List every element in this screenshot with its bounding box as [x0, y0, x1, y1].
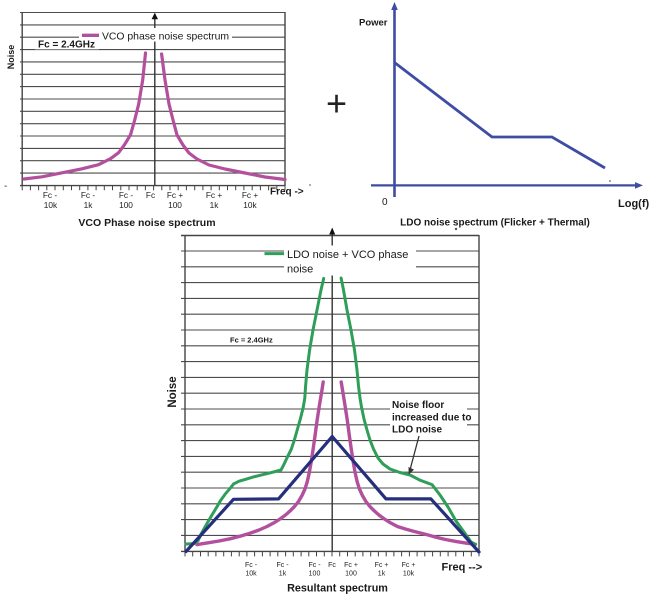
- svg-text:Fc = 2.4GHz: Fc = 2.4GHz: [230, 336, 273, 345]
- svg-text:10k: 10k: [403, 571, 415, 578]
- svg-text:Fc +: Fc +: [242, 190, 259, 200]
- svg-text:1k: 1k: [84, 200, 94, 210]
- svg-text:Resultant spectrum: Resultant spectrum: [287, 583, 388, 595]
- svg-text:Fc -: Fc -: [308, 562, 321, 569]
- svg-text:Freq ->: Freq ->: [270, 187, 304, 198]
- svg-text:Fc: Fc: [328, 562, 336, 569]
- svg-text:10k: 10k: [44, 200, 58, 210]
- svg-text:VCO Phase noise spectrum: VCO Phase noise spectrum: [78, 217, 215, 229]
- svg-text:Fc +: Fc +: [206, 190, 223, 200]
- svg-text:100: 100: [345, 571, 357, 578]
- svg-text:100: 100: [119, 200, 133, 210]
- svg-text:-: -: [4, 181, 7, 192]
- svg-text:LDO noise + VCO phase: LDO noise + VCO phase: [287, 249, 408, 261]
- svg-text:Fc -: Fc -: [81, 190, 96, 200]
- svg-text:10k: 10k: [245, 571, 257, 578]
- svg-text:Noise: Noise: [6, 45, 16, 70]
- svg-text:1k: 1k: [210, 200, 220, 210]
- svg-text:1k: 1k: [378, 571, 386, 578]
- svg-text:Noise floor: Noise floor: [392, 400, 444, 411]
- svg-text:Fc -: Fc -: [119, 190, 134, 200]
- svg-text:VCO phase noise spectrum: VCO phase noise spectrum: [102, 31, 229, 42]
- svg-text:Power: Power: [359, 18, 388, 29]
- svg-text:0: 0: [382, 197, 388, 208]
- svg-text:Fc +: Fc +: [344, 562, 358, 569]
- svg-text:Fc: Fc: [146, 190, 155, 200]
- svg-text:10k: 10k: [243, 200, 257, 210]
- svg-text:100: 100: [309, 571, 321, 578]
- svg-text:increased due to: increased due to: [392, 413, 471, 424]
- svg-text:Log(f): Log(f): [618, 198, 649, 210]
- svg-text:+: +: [326, 83, 347, 124]
- svg-text:Fc -: Fc -: [43, 190, 58, 200]
- svg-text:Noise: Noise: [167, 376, 179, 407]
- svg-text:noise: noise: [287, 264, 313, 276]
- svg-text:1k: 1k: [279, 571, 287, 578]
- svg-text:LDO noise: LDO noise: [392, 425, 442, 436]
- svg-text:Fc +: Fc +: [375, 562, 389, 569]
- svg-text:Freq -->: Freq -->: [442, 562, 483, 574]
- svg-text:LDO noise spectrum (Flicker +: LDO noise spectrum (Flicker + Thermal): [400, 218, 590, 229]
- svg-text:Fc -: Fc -: [245, 562, 258, 569]
- svg-text:Fc -: Fc -: [276, 562, 289, 569]
- svg-text:Fc +: Fc +: [402, 562, 416, 569]
- svg-text:100: 100: [168, 200, 182, 210]
- svg-text:Fc = 2.4GHz: Fc = 2.4GHz: [38, 39, 95, 50]
- svg-text:Fc +: Fc +: [167, 190, 184, 200]
